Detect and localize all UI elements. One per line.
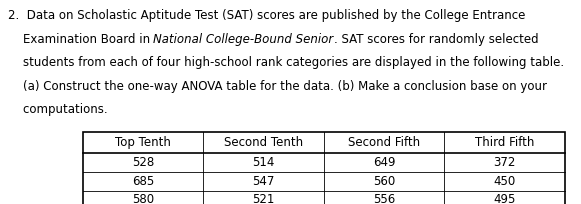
Text: Examination Board in: Examination Board in [8, 33, 153, 46]
Text: computations.: computations. [8, 103, 107, 116]
Text: 2.  Data on Scholastic Aptitude Test (SAT) scores are published by the College E: 2. Data on Scholastic Aptitude Test (SAT… [8, 9, 525, 22]
Text: 580: 580 [132, 193, 154, 204]
Text: Top Tenth: Top Tenth [115, 136, 171, 149]
Text: 450: 450 [493, 175, 515, 188]
Text: 372: 372 [493, 156, 516, 169]
Text: 685: 685 [132, 175, 154, 188]
Text: 521: 521 [252, 193, 275, 204]
Text: students from each of four high-school rank categories are displayed in the foll: students from each of four high-school r… [8, 56, 564, 69]
Text: 495: 495 [493, 193, 516, 204]
Text: (a) Construct the one-way ANOVA table for the data. (b) Make a conclusion base o: (a) Construct the one-way ANOVA table fo… [8, 80, 547, 93]
Text: Second Fifth: Second Fifth [348, 136, 420, 149]
Bar [83, 132, 565, 204]
Text: . SAT scores for randomly selected: . SAT scores for randomly selected [333, 33, 539, 46]
Text: Second Tenth: Second Tenth [224, 136, 303, 149]
Text: National College-Bound Senior: National College-Bound Senior [153, 33, 333, 46]
Text: Third Fifth: Third Fifth [475, 136, 534, 149]
Text: 547: 547 [252, 175, 275, 188]
Text: 560: 560 [373, 175, 395, 188]
Text: 556: 556 [373, 193, 395, 204]
Text: 514: 514 [252, 156, 275, 169]
Text: 649: 649 [372, 156, 395, 169]
Text: 528: 528 [132, 156, 154, 169]
